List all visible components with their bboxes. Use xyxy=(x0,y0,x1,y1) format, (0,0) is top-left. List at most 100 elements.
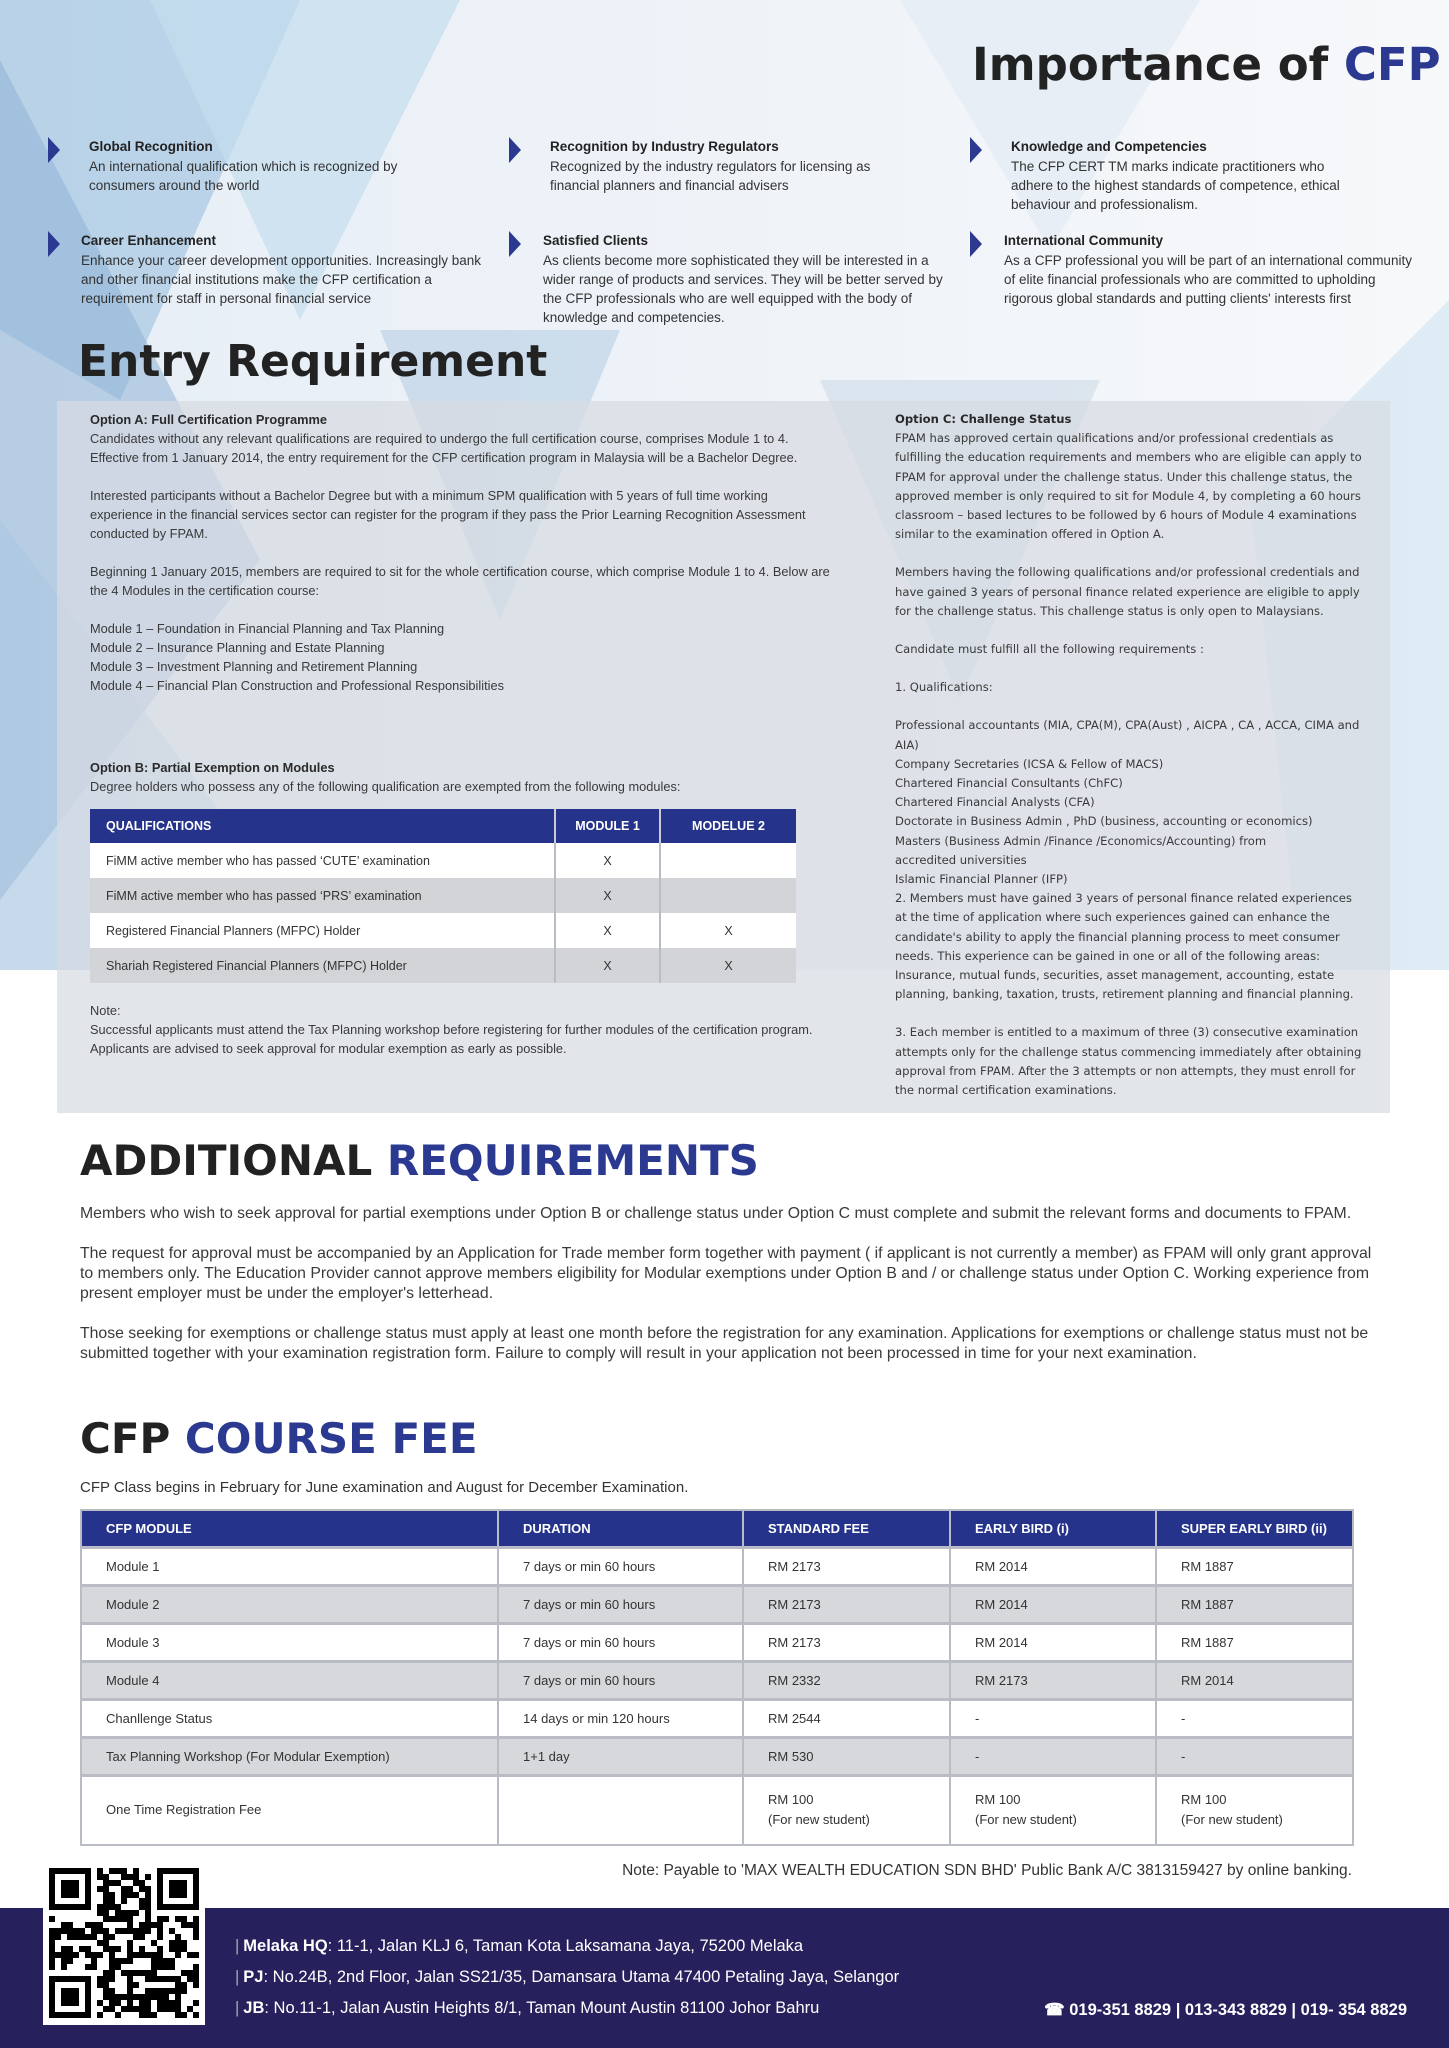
cell: 7 days or min 60 hours xyxy=(498,1621,744,1661)
cell: Module 3 xyxy=(81,1621,499,1661)
exemption-table: QUALIFICATIONS MODULE 1 MODELUE 2 FiMM a… xyxy=(90,809,796,983)
column-header: SUPER EARLY BIRD (ii) xyxy=(1156,1510,1353,1547)
arrow-right-icon xyxy=(48,137,60,163)
cell: 7 days or min 60 hours xyxy=(498,1659,744,1699)
column-header: QUALIFICATIONS xyxy=(90,809,556,843)
column-header: DURATION xyxy=(498,1510,744,1547)
course-fee-caption: CFP Class begins in February for June ex… xyxy=(80,1479,689,1496)
cell: 7 days or min 60 hours xyxy=(498,1545,744,1585)
option-c-text: 3. Each member is entitled to a maximum … xyxy=(895,1025,1362,1098)
qualification-item: Company Secretaries (ICSA & Fellow of MA… xyxy=(895,756,1164,771)
cell: Module 1 xyxy=(81,1545,499,1585)
item-heading: Recognition by Industry Regulators xyxy=(550,139,779,154)
module-item: Module 3 – Investment Planning and Retir… xyxy=(90,659,418,674)
cell: RM 530 xyxy=(743,1735,951,1775)
cell: RM 100 (For new student) xyxy=(950,1773,1157,1845)
paragraph: Members who wish to seek approval for pa… xyxy=(80,1205,1352,1222)
option-c-text: FPAM has approved certain qualifications… xyxy=(895,431,1362,542)
table-row: Shariah Registered Financial Planners (M… xyxy=(90,948,796,983)
cell: 7 days or min 60 hours xyxy=(498,1583,744,1623)
item-heading: Global Recognition xyxy=(89,139,213,154)
paragraph: Those seeking for exemptions or challeng… xyxy=(80,1325,1369,1362)
importance-item-career: Career Enhancement Enhance your career de… xyxy=(48,231,481,308)
table-row: FiMM active member who has passed ‘PRS’ … xyxy=(90,878,796,913)
importance-item-regulators: Recognition by Industry Regulators Recogn… xyxy=(509,137,950,195)
cell: RM 2332 xyxy=(743,1659,951,1699)
additional-requirements-title: ADDITIONAL REQUIREMENTS xyxy=(80,1136,759,1185)
phone[interactable]: 019- 354 8829 xyxy=(1300,2001,1407,2019)
cell: RM 2014 xyxy=(1156,1659,1353,1699)
note-label: Note: xyxy=(90,1003,121,1018)
item-heading: International Community xyxy=(1004,233,1164,248)
address-melaka: | Melaka HQ: 11-1, Jalan KLJ 6, Taman Kot… xyxy=(235,1937,804,1955)
arrow-right-icon xyxy=(970,231,982,257)
item-text: As a CFP professional you will be part o… xyxy=(1004,253,1412,306)
item-heading: Career Enhancement xyxy=(81,233,217,248)
option-a-text: Candidates without any relevant qualific… xyxy=(90,431,789,446)
item-text: As clients become more sophisticated the… xyxy=(543,253,943,325)
option-c-text: 1. Qualifications: xyxy=(895,680,993,695)
module-item: Module 1 – Foundation in Financial Plann… xyxy=(90,621,445,636)
cell: X xyxy=(555,843,661,878)
cell: RM 2173 xyxy=(950,1659,1157,1699)
importance-item-clients: Satisfied Clients As clients become more … xyxy=(509,231,943,327)
cell: Registered Financial Planners (MFPC) Hol… xyxy=(90,913,556,948)
cell: 14 days or min 120 hours xyxy=(498,1697,744,1737)
table-row: Chanllenge Status 14 days or min 120 hour… xyxy=(81,1697,1353,1737)
item-heading: Knowledge and Competencies xyxy=(1011,139,1207,154)
cell: RM 100 (For new student) xyxy=(1156,1773,1353,1845)
table-row: Tax Planning Workshop (For Modular Exemp… xyxy=(81,1735,1353,1775)
importance-item-knowledge: Knowledge and Competencies The CFP CERT T… xyxy=(970,137,1411,214)
option-a-text: Beginning 1 January 2015, members are re… xyxy=(90,564,830,598)
table-row: FiMM active member who has passed ‘CUTE’… xyxy=(90,843,796,878)
option-b-heading: Option B: Partial Exemption on Modules xyxy=(90,760,335,775)
importance-item-community: International Community As a CFP professi… xyxy=(970,231,1412,308)
option-b-note: Note: Successful applicants must attend … xyxy=(90,1001,830,1058)
cell: One Time Registration Fee xyxy=(81,1773,499,1845)
qualification-item: Islamic Financial Planner (IFP) xyxy=(895,872,1068,887)
phone[interactable]: 019-351 8829 xyxy=(1069,2001,1172,2019)
column-header: MODELUE 2 xyxy=(660,809,796,843)
note-text: Successful applicants must attend the Ta… xyxy=(90,1022,813,1056)
cell: RM 1887 xyxy=(1156,1545,1353,1585)
column-header: CFP MODULE xyxy=(81,1510,499,1547)
item-text: The CFP CERT TM marks indicate practitio… xyxy=(1011,159,1340,212)
arrow-right-icon xyxy=(48,231,60,257)
item-text: Recognized by the industry regulators fo… xyxy=(550,159,871,193)
option-a-text: Interested participants without a Bachel… xyxy=(90,488,806,541)
cell: Chanllenge Status xyxy=(81,1697,499,1737)
item-text: Enhance your career development opportun… xyxy=(81,253,481,306)
phone[interactable]: 013-343 8829 xyxy=(1184,2001,1287,2019)
option-b: Option B: Partial Exemption on Modules D… xyxy=(90,758,830,796)
table-row-registration: One Time Registration Fee RM 100 (For new … xyxy=(81,1773,1353,1845)
item-text: An international qualification which is … xyxy=(89,159,398,193)
cell: RM 2014 xyxy=(950,1621,1157,1661)
cell: FiMM active member who has passed ‘CUTE’… xyxy=(90,843,556,878)
cell: Module 2 xyxy=(81,1583,499,1623)
entry-requirement-panel xyxy=(57,401,1390,1113)
address-pj: | PJ: No.24B, 2nd Floor, Jalan SS21/35, D… xyxy=(235,1968,900,1986)
option-a-text: Effective from 1 January 2014, the entry… xyxy=(90,450,798,465)
column-header: MODULE 1 xyxy=(555,809,661,843)
cell: RM 2014 xyxy=(950,1583,1157,1623)
cell: X xyxy=(555,913,661,948)
column-header: EARLY BIRD (i) xyxy=(950,1510,1157,1547)
cell: X xyxy=(660,948,796,983)
cell: Tax Planning Workshop (For Modular Exemp… xyxy=(81,1735,499,1775)
cell: RM 100 (For new student) xyxy=(743,1773,951,1845)
qr-code[interactable] xyxy=(43,1861,205,2025)
importance-title: Importance of CFP xyxy=(972,38,1441,91)
cell: RM 2173 xyxy=(743,1545,951,1585)
module-item: Module 2 – Insurance Planning and Estate… xyxy=(90,640,385,655)
cell: X xyxy=(555,878,661,913)
address-jb: | JB: No.11-1, Jalan Austin Heights 8/1, … xyxy=(235,1999,820,2017)
cell: - xyxy=(1156,1697,1353,1737)
option-c-heading: Option C: Challenge Status xyxy=(895,412,1072,426)
cell: - xyxy=(950,1697,1157,1737)
table-row: Registered Financial Planners (MFPC) Hol… xyxy=(90,913,796,948)
qualification-item: Chartered Financial Analysts (CFA) xyxy=(895,795,1095,810)
course-fee-table: CFP MODULE DURATION STANDARD FEE EARLY B… xyxy=(80,1509,1354,1846)
option-c-text: Candidate must fulfill all the following… xyxy=(895,642,1204,657)
